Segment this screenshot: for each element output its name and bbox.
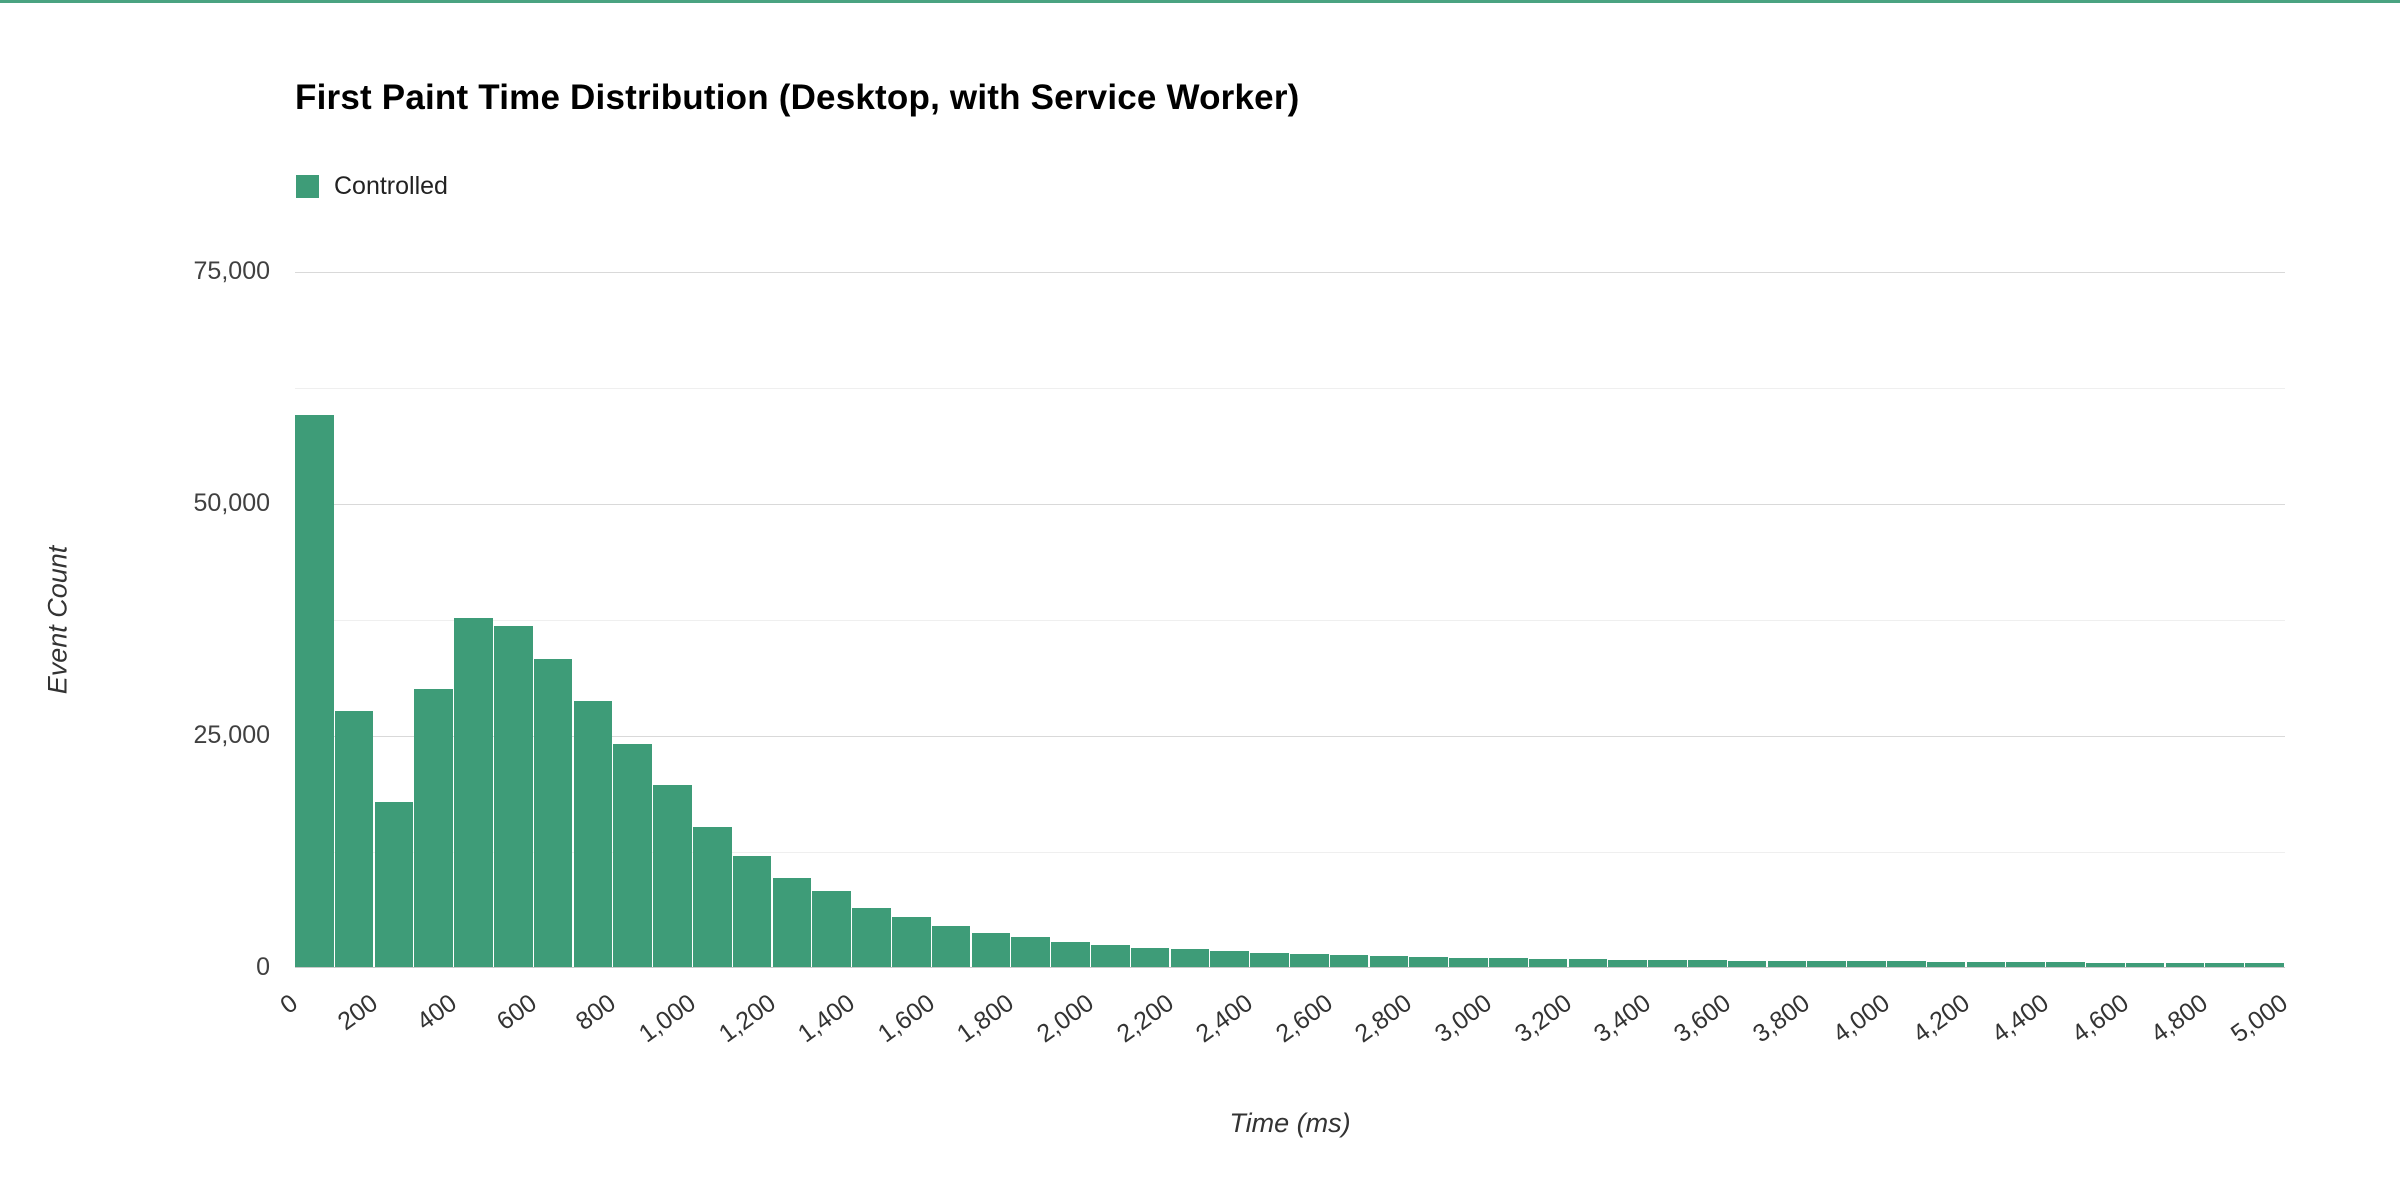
histogram-bar[interactable] <box>374 801 414 967</box>
histogram-bar[interactable] <box>2086 962 2125 967</box>
histogram-bar[interactable] <box>334 710 374 967</box>
legend-swatch-controlled <box>296 175 319 198</box>
histogram-bar[interactable] <box>613 744 652 967</box>
histogram-bar[interactable] <box>812 890 851 967</box>
histogram-bar[interactable] <box>533 658 573 967</box>
histogram-bar[interactable] <box>1329 954 1369 967</box>
histogram-bar[interactable] <box>1568 959 1608 967</box>
histogram-bar[interactable] <box>1966 962 2006 967</box>
major-gridline <box>295 272 2285 273</box>
histogram-bar[interactable] <box>1688 960 1727 967</box>
histogram-bar[interactable] <box>1130 947 1170 967</box>
histogram-bar[interactable] <box>1091 944 1130 967</box>
y-tick-label: 25,000 <box>193 721 270 749</box>
histogram-bar[interactable] <box>1170 949 1210 967</box>
y-tick-label: 50,000 <box>193 489 270 517</box>
histogram-bar[interactable] <box>1051 941 1090 967</box>
histogram-bar[interactable] <box>2165 962 2205 967</box>
histogram-bar[interactable] <box>454 618 493 967</box>
histogram-bar[interactable] <box>1011 937 1050 967</box>
histogram-bar[interactable] <box>772 877 812 967</box>
histogram-bar[interactable] <box>931 926 971 967</box>
histogram-bar[interactable] <box>1528 958 1568 967</box>
legend: Controlled <box>296 172 448 201</box>
minor-gridline <box>295 620 2285 621</box>
histogram-bar[interactable] <box>1489 958 1528 967</box>
histogram-bar[interactable] <box>2125 962 2165 967</box>
histogram-bar[interactable] <box>852 907 891 967</box>
histogram-bar[interactable] <box>1926 961 1966 967</box>
histogram-bar[interactable] <box>1807 960 1846 967</box>
histogram-bar[interactable] <box>2245 963 2284 967</box>
histogram-bar[interactable] <box>971 932 1011 967</box>
histogram-bar[interactable] <box>1290 954 1329 967</box>
histogram-bar[interactable] <box>2006 962 2045 967</box>
y-axis-title: Event Count <box>42 545 73 695</box>
histogram-bar[interactable] <box>1767 960 1807 967</box>
histogram-bar[interactable] <box>1847 961 1886 967</box>
histogram-bar[interactable] <box>1648 959 1687 967</box>
histogram-bar[interactable] <box>2046 962 2085 967</box>
y-tick-label: 0 <box>256 953 270 981</box>
histogram-bar[interactable] <box>1210 951 1249 967</box>
y-tick-label: 75,000 <box>193 257 270 285</box>
legend-label: Controlled <box>334 172 448 200</box>
histogram-bar[interactable] <box>414 688 453 967</box>
plot-area <box>295 240 2285 968</box>
histogram-bar[interactable] <box>732 855 772 967</box>
chart-title: First Paint Time Distribution (Desktop, … <box>295 78 1300 117</box>
histogram-bar[interactable] <box>1727 960 1767 967</box>
histogram-bar[interactable] <box>653 785 692 967</box>
minor-gridline <box>295 852 2285 853</box>
histogram-bar[interactable] <box>1250 952 1289 967</box>
histogram-bar[interactable] <box>1887 961 1926 967</box>
histogram-bar[interactable] <box>1369 955 1409 967</box>
x-axis-baseline <box>295 967 2285 968</box>
x-axis-title: Time (ms) <box>1229 1108 1351 1138</box>
minor-gridline <box>295 388 2285 389</box>
histogram-bar[interactable] <box>494 625 533 967</box>
histogram-bar[interactable] <box>693 826 732 967</box>
histogram-bar[interactable] <box>2205 963 2244 967</box>
major-gridline <box>295 504 2285 505</box>
histogram-bar[interactable] <box>295 414 334 967</box>
histogram-bar[interactable] <box>892 916 931 967</box>
major-gridline <box>295 736 2285 737</box>
histogram-bar[interactable] <box>1608 959 1647 967</box>
histogram-bar[interactable] <box>1409 956 1448 967</box>
histogram-bar[interactable] <box>1449 957 1488 967</box>
histogram-bar[interactable] <box>573 700 613 967</box>
top-accent-bar <box>0 0 2400 3</box>
